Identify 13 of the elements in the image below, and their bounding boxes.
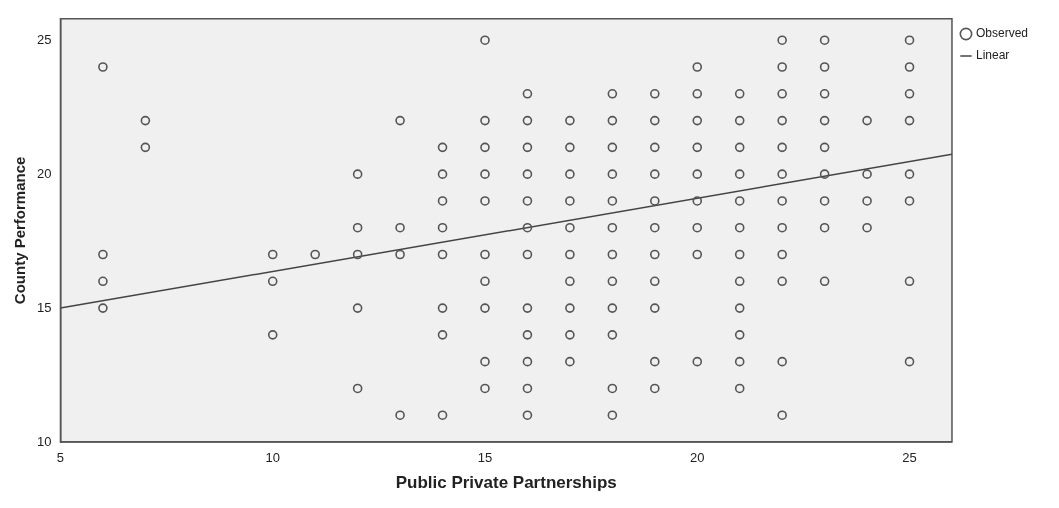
y-tick-label: 10 (36, 433, 52, 449)
x-tick-label: 25 (902, 450, 917, 466)
x-tick-label: 10 (265, 450, 280, 466)
x-tick-label: 15 (477, 450, 493, 466)
y-axis-title: County Performance (11, 156, 29, 305)
x-tick-label: 5 (56, 450, 65, 466)
y-tick-label: 20 (36, 165, 52, 181)
y-tick-label: 25 (36, 31, 52, 47)
x-tick-label: 20 (690, 450, 705, 466)
legend-label: Observed (975, 26, 1029, 41)
y-tick-label: 15 (36, 299, 52, 315)
legend-label: Linear (975, 48, 1010, 63)
x-axis-title: Public Private Partnerships (395, 473, 617, 493)
